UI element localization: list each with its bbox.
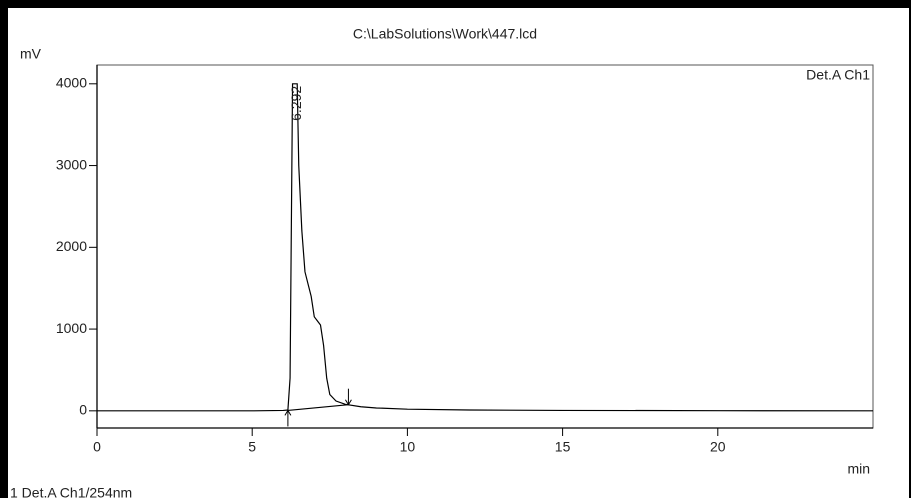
y-tick-label: 2000 [56,238,87,254]
y-axis-label: mV [20,46,42,62]
baseline [287,404,349,412]
footer-label: 1 Det.A Ch1/254nm [10,485,132,498]
chart-title: C:\LabSolutions\Work\447.lcd [353,26,537,42]
baseline-arrow-head [284,409,292,416]
x-tick-label: 20 [710,439,726,455]
x-axis-label: min [847,461,870,477]
x-tick-label: 0 [93,439,101,455]
x-tick-label: 10 [400,439,416,455]
channel-label: Det.A Ch1 [806,67,870,83]
baseline-arrow-head [344,399,352,406]
y-tick-label: 3000 [56,156,87,172]
signal-line [97,83,874,412]
window: C:\LabSolutions\Work\447.lcd mV min Det.… [8,8,909,498]
y-tick-label: 4000 [56,75,87,91]
plot-frame [96,64,874,429]
chart: C:\LabSolutions\Work\447.lcd mV min Det.… [10,26,874,498]
y-tick-label: 1000 [56,320,87,336]
x-tick-label: 5 [248,439,256,455]
y-tick-label: 0 [79,402,87,418]
x-tick-label: 15 [555,439,571,455]
peak-label: 6.292 [288,86,304,121]
